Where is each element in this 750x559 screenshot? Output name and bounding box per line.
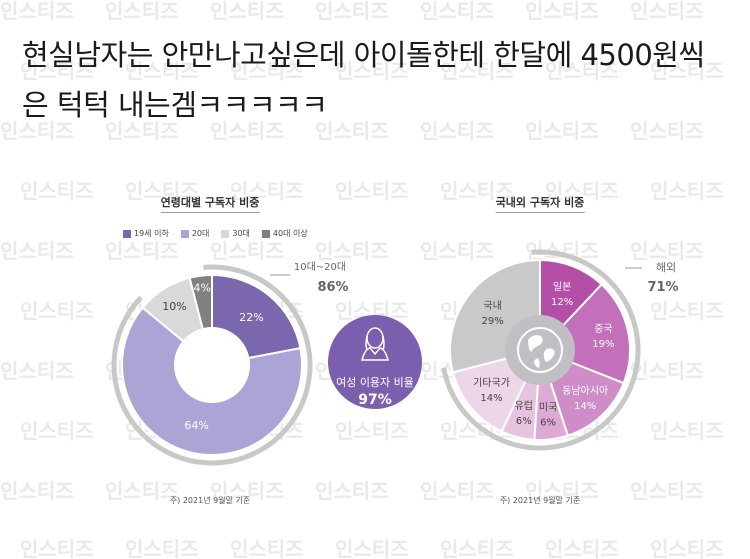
age-legend: 19세 이하 20대 30대 40대 이상 [123, 228, 308, 239]
legend-swatch [261, 229, 270, 238]
headline-line-2: 은 턱턱 내는겜ㅋㅋㅋㅋㅋ [22, 88, 328, 122]
region-callout-label: 해외 [656, 260, 676, 274]
legend-label: 19세 이하 [134, 229, 169, 238]
globe-icon [517, 327, 563, 373]
age-callout-label: 10대~20대 [294, 261, 346, 273]
badge-circle [328, 315, 422, 409]
region-value-label: 6% [540, 418, 556, 429]
legend-item: 19세 이하 [123, 228, 169, 239]
legend-swatch [221, 229, 230, 238]
age-value-label: 22% [239, 311, 263, 324]
region-category-label: 동남아시아 [562, 385, 608, 397]
region-value-label: 29% [481, 316, 503, 327]
age-footnote: 주) 2021년 9월말 기준 [169, 496, 251, 505]
region-donut-chart: 일본 12% 중국 19% 동남아시아 14% 미국 6% 유럽 6% 기타국가 14% 국내 29% 해… [441, 249, 679, 451]
age-value-label: 64% [184, 419, 208, 432]
female-user-icon [361, 327, 389, 361]
region-chart-title: 국내외 구독자 비중 [495, 194, 585, 213]
region-category-label: 유럽 [515, 400, 533, 412]
region-value-label: 14% [480, 393, 502, 404]
region-category-label: 미국 [539, 402, 557, 414]
region-footnote: 주) 2021년 9월말 기준 [499, 496, 581, 505]
legend-item: 40대 이상 [261, 228, 308, 239]
region-donut-hole [505, 315, 575, 385]
age-donut-hole [174, 327, 250, 403]
headline: 현실남자는 안만나고싶은데 아이돌한테 한달에 4500원씩 은 턱턱 내는겜ㅋ… [22, 30, 732, 130]
age-chart-title: 연령대별 구독자 비중 [160, 194, 260, 213]
headline-line-1: 현실남자는 안만나고싶은데 아이돌한테 한달에 4500원씩 [22, 38, 705, 72]
legend-swatch [180, 229, 189, 238]
region-value-label: 19% [592, 339, 614, 350]
region-value-label: 6% [516, 416, 532, 427]
female-ratio-badge: 여성 이용자 비율 97% [328, 315, 422, 409]
region-callout-arc [441, 249, 641, 451]
badge-label: 여성 이용자 비율 [336, 376, 414, 389]
age-donut-chart: 22% 64% 10% 4% 10대~20대 86% [111, 261, 349, 466]
age-value-label: 10% [162, 300, 186, 313]
age-value-label: 4% [193, 282, 210, 295]
age-callout-value: 86% [317, 280, 348, 295]
region-value-label: 14% [574, 401, 596, 412]
legend-label: 40대 이상 [272, 229, 308, 238]
legend-label: 30대 [232, 229, 250, 238]
legend-swatch [123, 229, 131, 238]
legend-label: 20대 [191, 229, 210, 238]
legend-item: 20대 [180, 228, 210, 239]
badge-value: 97% [358, 392, 392, 408]
region-value-label: 12% [551, 297, 573, 308]
region-category-label: 국내 [483, 300, 501, 312]
region-category-label: 기타국가 [473, 377, 510, 389]
region-category-label: 중국 [594, 323, 612, 335]
region-callout-value: 71% [647, 280, 678, 295]
region-category-label: 일본 [553, 281, 571, 293]
age-callout-arc [111, 264, 313, 466]
legend-item: 30대 [221, 228, 250, 239]
